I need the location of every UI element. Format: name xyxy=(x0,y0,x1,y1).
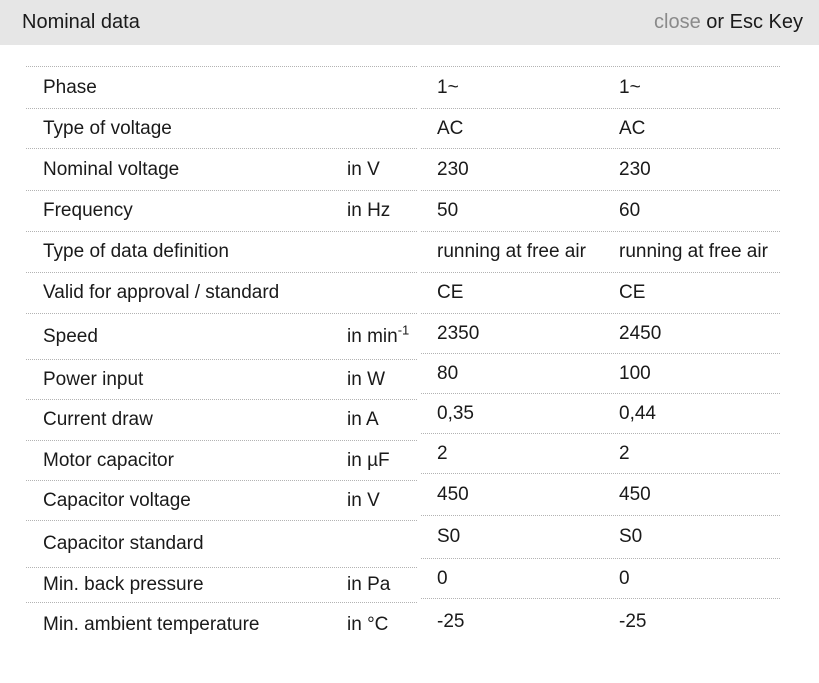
row-unit: in A xyxy=(347,409,379,430)
table-row-values: 1~ 1~ xyxy=(421,67,780,109)
value-col1: 1~ xyxy=(437,76,459,98)
table-row-values: CE CE xyxy=(421,273,780,314)
value-col2: 230 xyxy=(619,158,651,180)
value-col2: 0,44 xyxy=(619,402,656,424)
table-row: Nominal voltage in V xyxy=(26,149,417,191)
value-col2: 0 xyxy=(619,567,630,589)
row-label: Min. back pressure xyxy=(43,574,204,595)
value-col2: 450 xyxy=(619,483,651,505)
value-col2: 100 xyxy=(619,362,651,384)
table-row-values: AC AC xyxy=(421,109,780,149)
row-label: Type of data definition xyxy=(43,241,229,262)
table-row: Motor capacitor in µF xyxy=(26,441,417,481)
value-col1: 2 xyxy=(437,442,448,464)
value-col1: CE xyxy=(437,282,464,303)
row-label: Type of voltage xyxy=(43,117,172,139)
table-row-values: 230 230 xyxy=(421,149,780,191)
row-label: Capacitor voltage xyxy=(43,489,191,511)
table-row-values: 50 60 xyxy=(421,191,780,232)
value-col1: running at free air xyxy=(437,241,586,262)
row-unit: in W xyxy=(347,368,385,390)
table-row: Power input in W xyxy=(26,360,417,400)
row-unit: in Hz xyxy=(347,200,391,221)
table-row-values: running at free air running at free air xyxy=(421,232,780,273)
value-col1: 0,35 xyxy=(437,402,474,424)
value-col1: 2350 xyxy=(437,322,480,344)
table-row-values: S0 S0 xyxy=(421,516,780,559)
value-col1: -25 xyxy=(437,610,465,632)
row-unit: in Pa xyxy=(347,574,391,595)
table-row-values: 80 100 xyxy=(421,354,780,394)
value-col2: 2 xyxy=(619,442,630,464)
esc-key-hint: or Esc Key xyxy=(700,11,803,33)
row-label: Speed xyxy=(43,325,98,347)
value-col2: running at free air xyxy=(619,241,768,262)
table-row: Frequency in Hz xyxy=(26,191,417,232)
row-label: Min. ambient temperature xyxy=(43,613,260,635)
row-label: Current draw xyxy=(43,409,153,430)
table-row-values: 450 450 xyxy=(421,474,780,516)
table-row-values: 2350 2450 xyxy=(421,314,780,354)
value-col1: 230 xyxy=(437,158,469,180)
table-row: Min. ambient temperature in °C xyxy=(26,603,417,646)
row-unit: in V xyxy=(347,489,380,511)
table-row: Capacitor voltage in V xyxy=(26,481,417,521)
value-col2: 60 xyxy=(619,200,641,221)
value-col2: 1~ xyxy=(619,76,641,98)
value-col2: 2450 xyxy=(619,322,662,344)
row-label: Frequency xyxy=(43,200,133,221)
value-col2: -25 xyxy=(619,610,647,632)
value-col2: CE xyxy=(619,282,646,303)
table-row: Phase xyxy=(26,67,417,109)
row-label: Power input xyxy=(43,368,144,390)
close-link[interactable]: close xyxy=(654,11,701,33)
row-unit: in µF xyxy=(347,449,390,471)
row-label: Capacitor standard xyxy=(43,533,204,554)
value-col2: AC xyxy=(619,117,646,139)
value-col1: S0 xyxy=(437,526,461,547)
dialog-header: Nominal data close or Esc Key xyxy=(0,0,819,45)
table-row-values: 0,35 0,44 xyxy=(421,394,780,434)
row-unit-superscript: -1 xyxy=(397,322,410,338)
table-row: Min. back pressure in Pa xyxy=(26,568,417,603)
table-row: Current draw in A xyxy=(26,400,417,441)
value-col1: 80 xyxy=(437,362,459,384)
row-label: Nominal voltage xyxy=(43,158,180,180)
value-col1: AC xyxy=(437,117,464,139)
dialog-close-area: close or Esc Key xyxy=(654,11,803,34)
row-label: Phase xyxy=(43,76,97,98)
table-row: Valid for approval / standard xyxy=(26,273,417,314)
table-row: Capacitor standard xyxy=(26,521,417,568)
table-row-values: -25 -25 xyxy=(421,599,780,644)
table-row: Type of voltage xyxy=(26,109,417,149)
row-label: Motor capacitor xyxy=(43,449,174,471)
row-label: Valid for approval / standard xyxy=(43,282,280,303)
value-col2: S0 xyxy=(619,526,643,547)
dialog-title: Nominal data xyxy=(22,11,140,33)
labels-table: Phase Type of voltage Nominal voltage in V F… xyxy=(26,66,417,646)
table-row: Type of data definition xyxy=(26,232,417,273)
value-col1: 0 xyxy=(437,567,448,589)
values-table: 1~ 1~ AC AC 230 230 50 60 running at free air run… xyxy=(421,66,780,644)
row-unit: in min-1 xyxy=(347,322,410,347)
row-unit: in °C xyxy=(347,613,389,635)
value-col1: 450 xyxy=(437,483,469,505)
value-col1: 50 xyxy=(437,200,459,221)
row-unit: in V xyxy=(347,158,380,180)
table-row: Speed in min-1 xyxy=(26,314,417,360)
